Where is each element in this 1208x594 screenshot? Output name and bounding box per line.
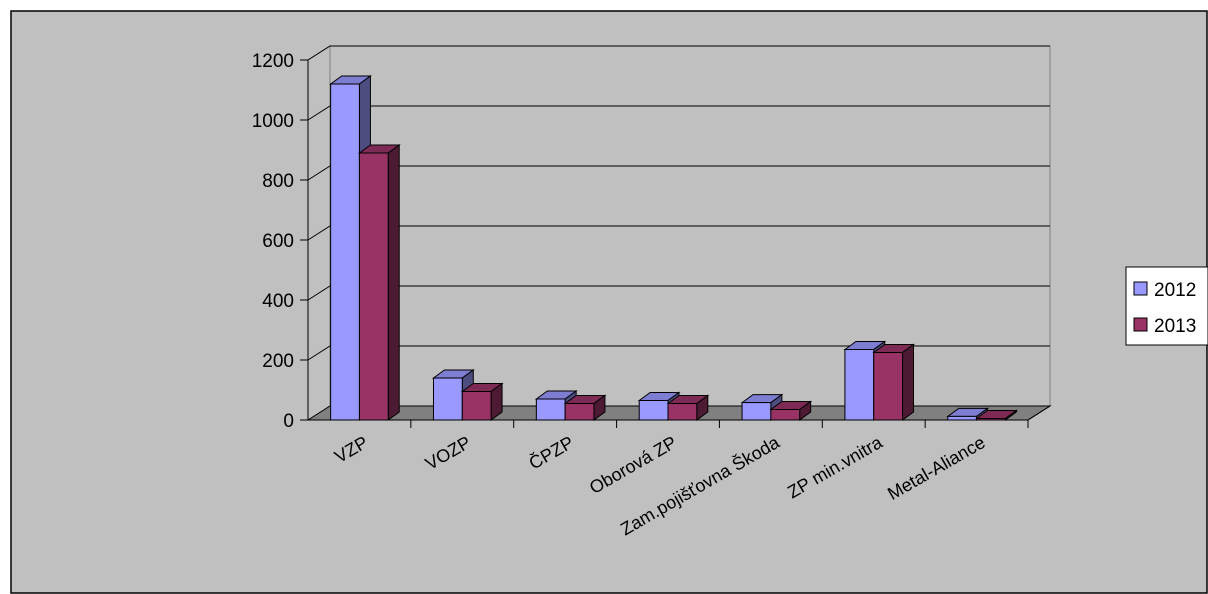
- bar-front: [461, 391, 492, 421]
- bar-side: [902, 343, 915, 421]
- bar: [357, 144, 401, 421]
- bar: [975, 409, 1018, 421]
- plot-walls: [306, 45, 1052, 421]
- y-tick-label: 1000: [252, 111, 294, 132]
- bar: [460, 382, 504, 421]
- bar: [946, 407, 990, 421]
- y-tick-labels: 0 200 400 600 800 1000 1200: [252, 51, 294, 432]
- bar: [769, 400, 813, 421]
- bar-front: [432, 377, 463, 421]
- y-tick-label: 0: [283, 411, 294, 432]
- y-tick-label: 200: [262, 351, 294, 372]
- bars: [329, 75, 1018, 421]
- bar: [666, 394, 710, 421]
- bar: [872, 343, 916, 421]
- axes: [300, 59, 1051, 428]
- gridline: [307, 45, 1050, 61]
- y-tick-label: 800: [262, 171, 294, 192]
- legend-label: 2013: [1154, 316, 1196, 337]
- legend: 2012 2013: [1125, 266, 1208, 346]
- gridline: [307, 285, 1050, 301]
- legend-swatch: [1133, 317, 1148, 332]
- bar-front: [667, 403, 698, 421]
- y-tick-label: 1200: [252, 51, 294, 72]
- gridlines: [307, 45, 1050, 361]
- bar-front: [358, 152, 389, 421]
- bar-front: [770, 409, 801, 421]
- bar-front: [873, 352, 904, 421]
- bar-front: [741, 402, 772, 421]
- bar-front: [564, 403, 595, 421]
- legend-swatch: [1133, 281, 1148, 296]
- bar-front: [947, 415, 978, 421]
- bar-front: [844, 349, 875, 421]
- gridline: [307, 105, 1050, 121]
- gridline: [307, 225, 1050, 241]
- gridline: [307, 165, 1050, 181]
- bar: [563, 394, 607, 421]
- bar: [431, 369, 475, 421]
- bar-side: [387, 144, 400, 421]
- y-tick-label: 600: [262, 231, 294, 252]
- x-axis-depth-line: [1027, 405, 1051, 421]
- y-tick-label: 400: [262, 291, 294, 312]
- gridline: [307, 345, 1050, 361]
- legend-box: [1125, 266, 1208, 346]
- bar-front: [330, 83, 360, 421]
- bar-front: [638, 400, 669, 421]
- legend-label: 2012: [1154, 280, 1196, 301]
- bar-front: [535, 398, 566, 421]
